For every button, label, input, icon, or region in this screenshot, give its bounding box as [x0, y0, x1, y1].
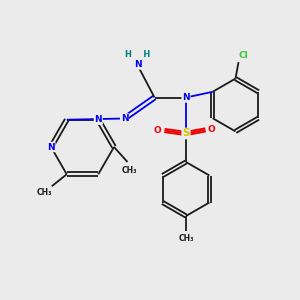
- Text: N: N: [94, 115, 102, 124]
- Text: H    H: H H: [125, 50, 151, 59]
- Text: S: S: [182, 128, 190, 139]
- Text: N: N: [182, 93, 190, 102]
- Text: CH₃: CH₃: [178, 234, 194, 243]
- Text: N: N: [134, 60, 142, 69]
- Text: N: N: [121, 114, 128, 123]
- Text: CH₃: CH₃: [121, 166, 137, 175]
- Text: CH₃: CH₃: [37, 188, 52, 197]
- Text: Cl: Cl: [238, 51, 248, 60]
- Text: O: O: [154, 126, 162, 135]
- Text: O: O: [208, 125, 215, 134]
- Text: N: N: [47, 142, 55, 152]
